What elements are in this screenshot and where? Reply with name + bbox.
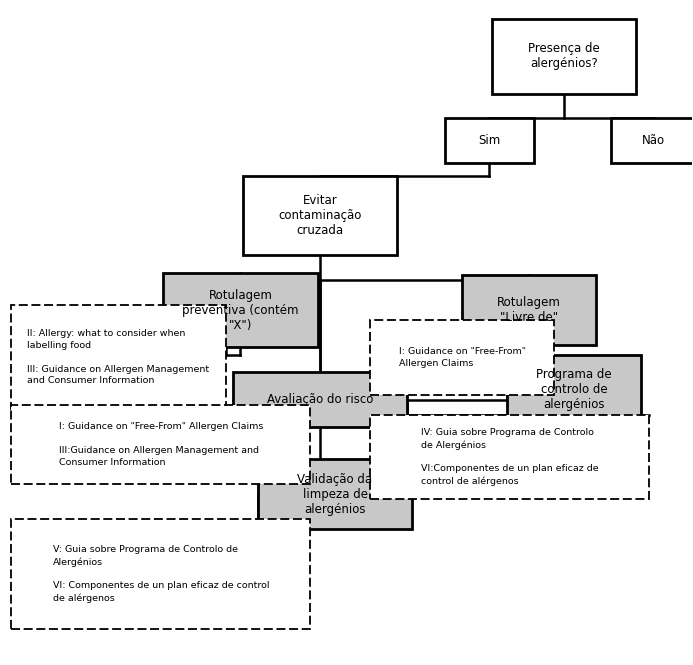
FancyBboxPatch shape	[370, 415, 649, 499]
FancyBboxPatch shape	[233, 372, 407, 427]
FancyBboxPatch shape	[258, 460, 412, 529]
FancyBboxPatch shape	[164, 273, 317, 347]
FancyBboxPatch shape	[507, 355, 641, 425]
Text: Programa de
controlo de
alergénios: Programa de controlo de alergénios	[536, 368, 612, 411]
Text: IV: Guia sobre Programa de Controlo
de Alergénios

VI:Componentes de un plan efi: IV: Guia sobre Programa de Controlo de A…	[421, 428, 598, 485]
FancyBboxPatch shape	[611, 118, 693, 163]
FancyBboxPatch shape	[11, 305, 225, 410]
Text: Avaliação do risco: Avaliação do risco	[267, 393, 374, 406]
Text: Validação da
limpeza de
alergénios: Validação da limpeza de alergénios	[297, 473, 373, 516]
Text: I: Guidance on "Free-From"
Allergen Claims: I: Guidance on "Free-From" Allergen Clai…	[398, 347, 525, 368]
Text: I: Guidance on "Free-From" Allergen Claims

III:Guidance on Allergen Management : I: Guidance on "Free-From" Allergen Clai…	[59, 422, 263, 467]
Text: Não: Não	[642, 134, 665, 148]
FancyBboxPatch shape	[370, 320, 554, 395]
FancyBboxPatch shape	[462, 275, 597, 345]
Text: Sim: Sim	[478, 134, 500, 148]
Text: Rotulagem
"Livre de": Rotulagem "Livre de"	[498, 296, 561, 324]
FancyBboxPatch shape	[445, 118, 534, 163]
FancyBboxPatch shape	[243, 176, 397, 255]
Text: Rotulagem
preventiva (contém
"X"): Rotulagem preventiva (contém "X")	[182, 289, 299, 332]
Text: Presença de
alergénios?: Presença de alergénios?	[528, 42, 600, 70]
FancyBboxPatch shape	[492, 19, 636, 94]
FancyBboxPatch shape	[11, 519, 310, 628]
Text: V: Guia sobre Programa de Controlo de
Alergénios

VI: Componentes de un plan efi: V: Guia sobre Programa de Controlo de Al…	[53, 545, 269, 602]
FancyBboxPatch shape	[11, 405, 310, 484]
Text: Evitar
contaminação
cruzada: Evitar contaminação cruzada	[279, 194, 362, 237]
Text: II: Allergy: what to consider when
labelling food

III: Guidance on Allergen Man: II: Allergy: what to consider when label…	[28, 329, 209, 386]
